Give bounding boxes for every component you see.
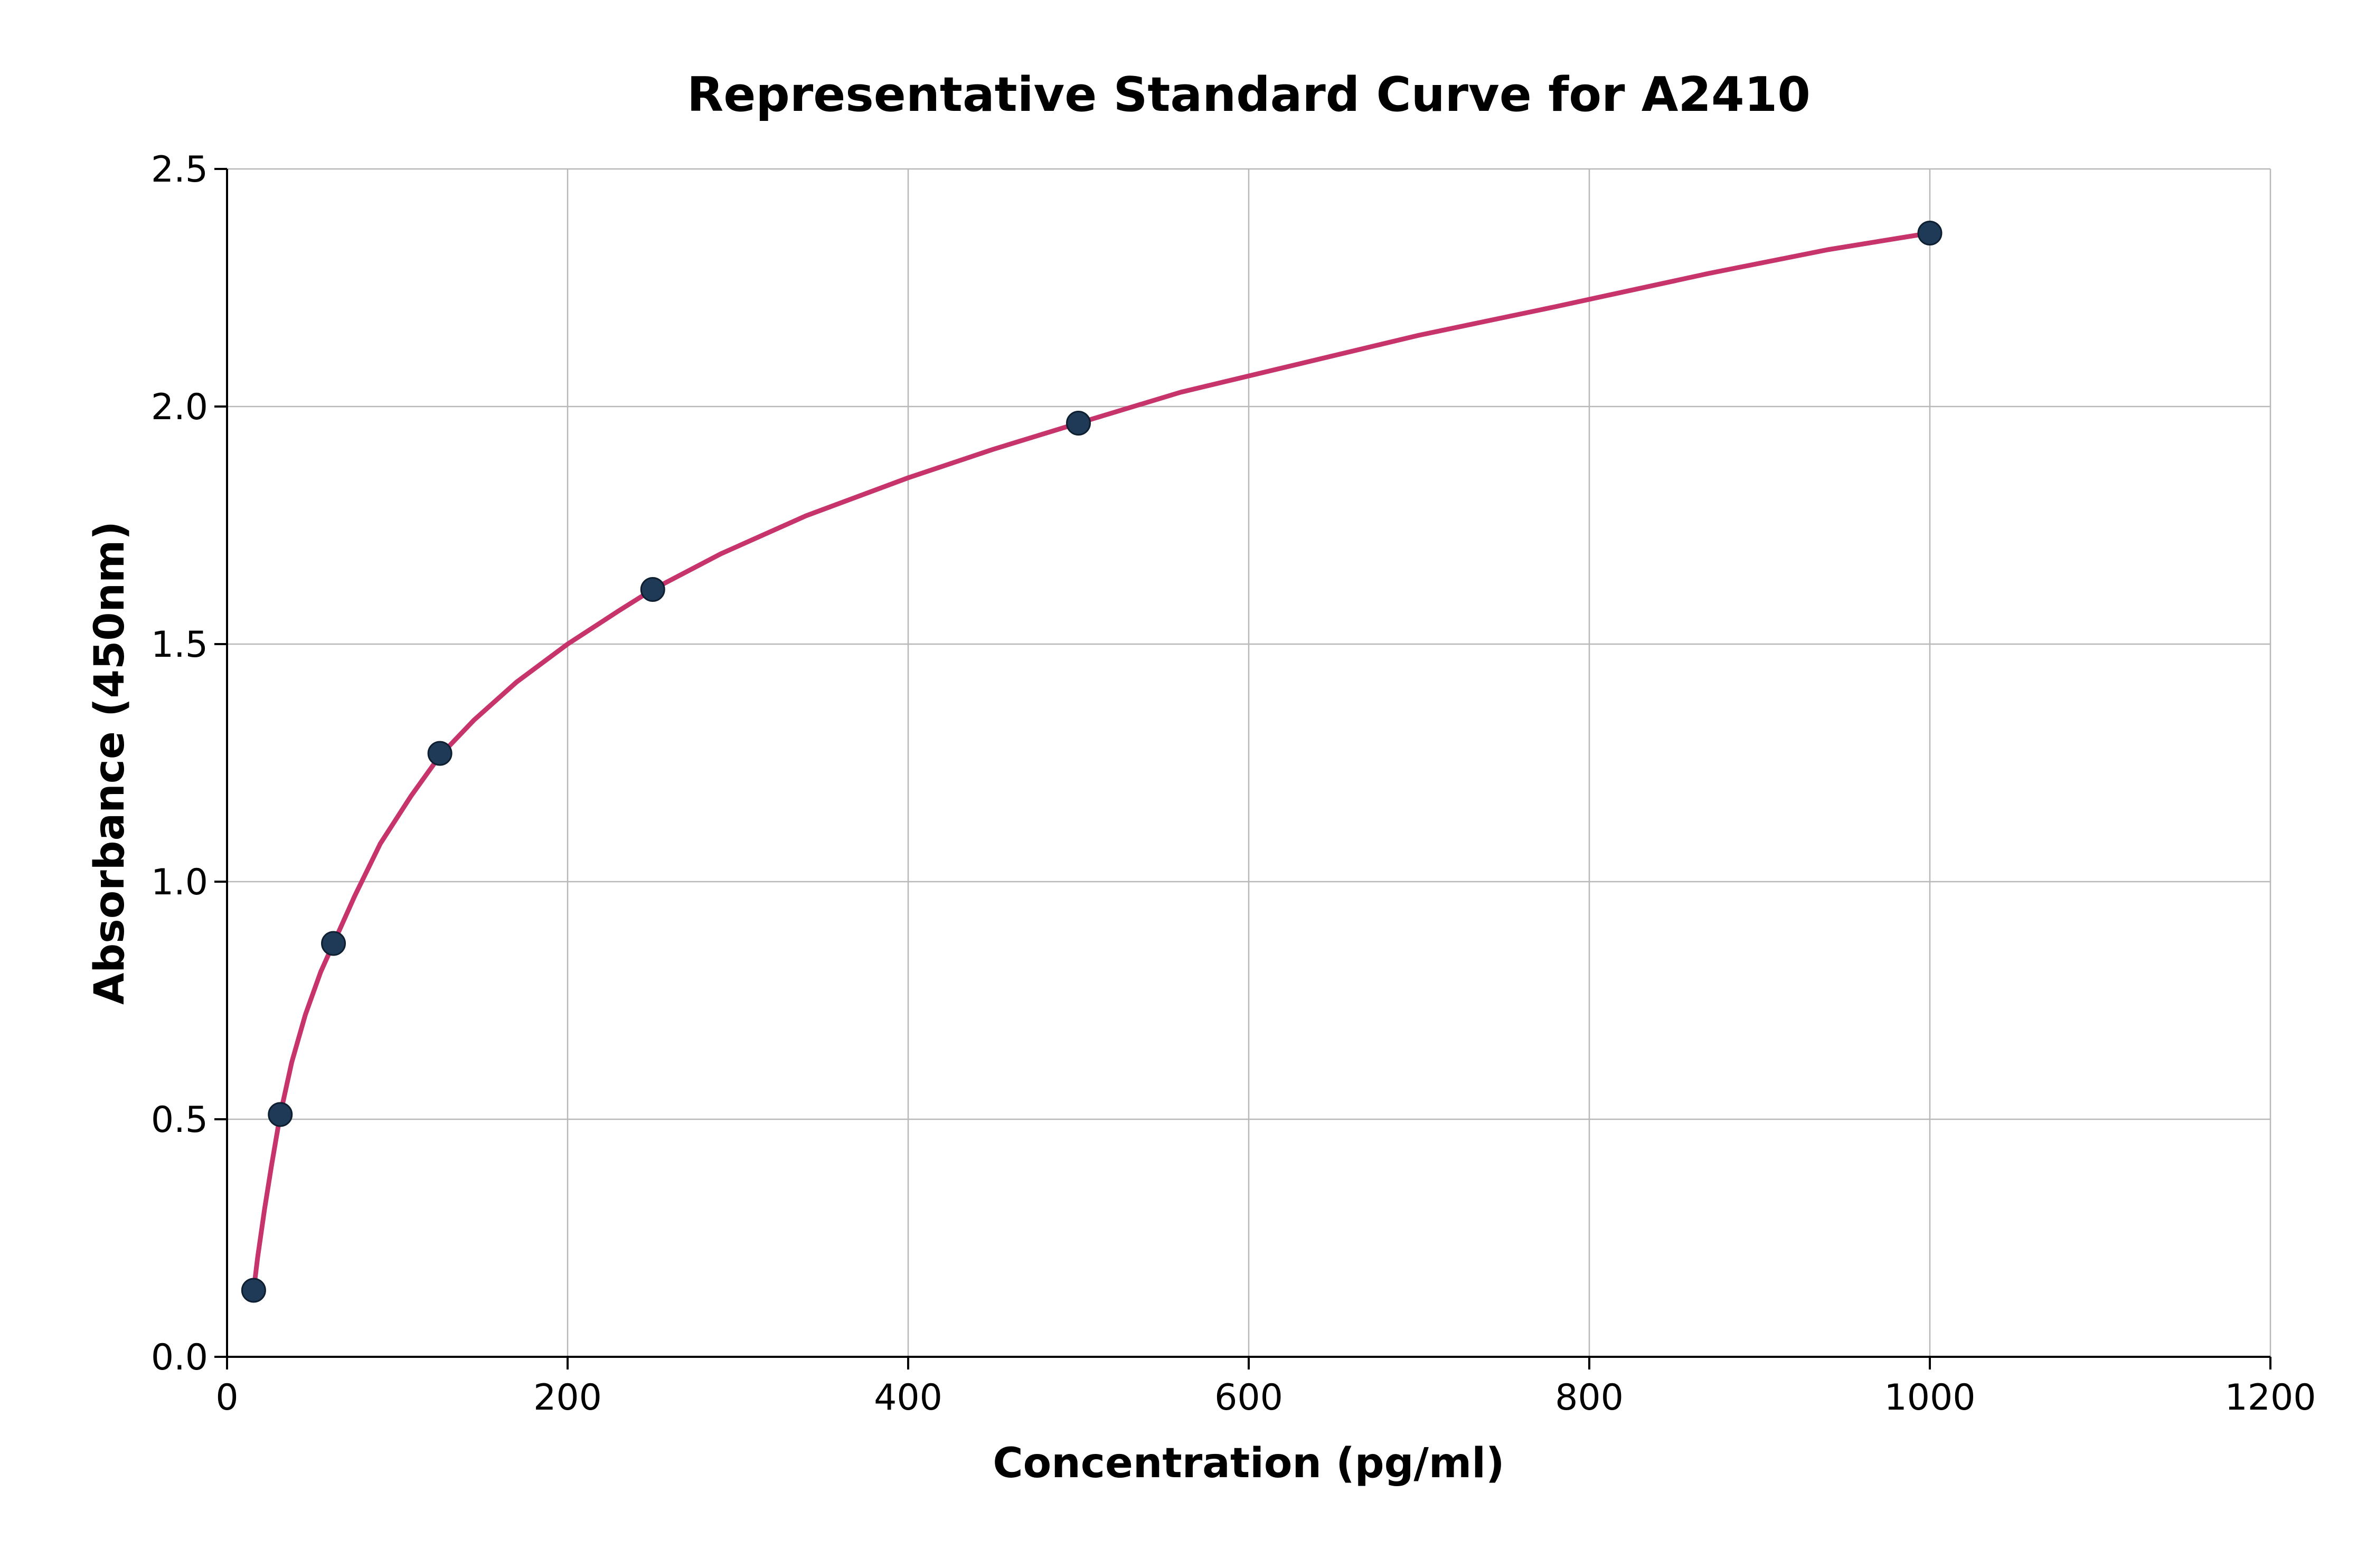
x-axis-label: Concentration (pg/ml): [993, 1440, 1504, 1487]
x-tick-label: 200: [533, 1377, 602, 1419]
y-tick-label: 1.0: [151, 862, 208, 903]
y-tick-label: 0.0: [151, 1337, 208, 1378]
y-tick-label: 0.5: [151, 1099, 208, 1141]
y-axis-label: Absorbance (450nm): [86, 521, 134, 1005]
x-tick-label: 600: [1214, 1377, 1283, 1419]
data-marker: [1067, 412, 1090, 435]
data-marker: [428, 742, 451, 765]
x-tick-label: 0: [215, 1377, 238, 1419]
y-tick-label: 2.0: [151, 386, 208, 428]
x-tick-label: 1000: [1884, 1377, 1975, 1419]
chart-title: Representative Standard Curve for A2410: [687, 67, 1811, 122]
chart-container: 0 200 400 600 800 1000 1200 0.0 0.5 1.0 1.5 2.0 2.5 C…: [0, 0, 2376, 1568]
x-tick-label: 1200: [2224, 1377, 2316, 1419]
y-tick-label: 1.5: [151, 624, 208, 666]
data-marker: [242, 1279, 265, 1302]
data-marker: [269, 1103, 292, 1126]
x-tick-label: 800: [1555, 1377, 1624, 1419]
data-marker: [1918, 222, 1941, 245]
y-tick-label: 2.5: [151, 149, 208, 191]
data-marker: [641, 578, 664, 601]
data-marker: [322, 932, 345, 955]
x-tick-label: 400: [874, 1377, 942, 1419]
standard-curve-chart: 0 200 400 600 800 1000 1200 0.0 0.5 1.0 1.5 2.0 2.5 C…: [0, 0, 2376, 1568]
